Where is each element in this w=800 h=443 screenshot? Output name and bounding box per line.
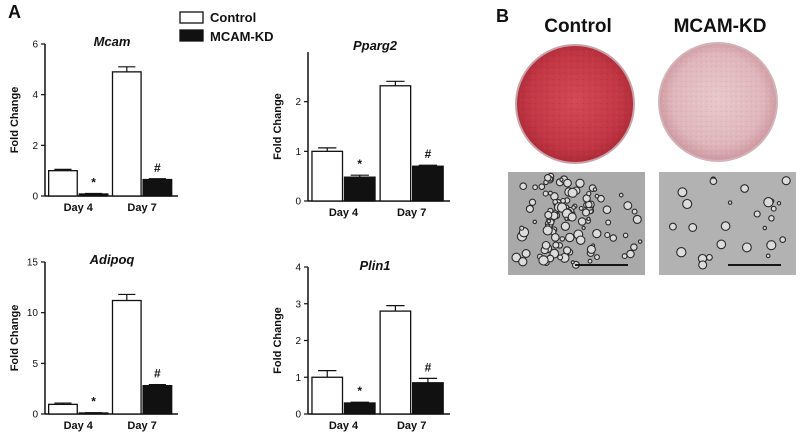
y-tick-label: 2 xyxy=(32,141,38,152)
dish-mcam-kd xyxy=(658,42,778,162)
y-tick-label: 0 xyxy=(32,192,38,203)
y-tick-label: 0 xyxy=(32,410,38,421)
y-tick-label: 2 xyxy=(295,336,301,347)
significance-mark: * xyxy=(91,395,96,409)
y-tick-label: 1 xyxy=(295,147,301,158)
bar-control xyxy=(48,403,78,415)
y-tick-label: 2 xyxy=(295,97,301,108)
micrograph-control xyxy=(508,172,645,275)
bar-control xyxy=(311,376,344,415)
significance-mark: * xyxy=(357,157,362,171)
y-tick-label: 5 xyxy=(32,359,38,370)
significance-mark: # xyxy=(154,161,161,175)
x-tick-label: Day 7 xyxy=(127,420,156,432)
micrograph-mcam-kd xyxy=(659,172,796,275)
y-tick-label: 0 xyxy=(295,410,301,421)
legend-kd-swatch xyxy=(179,29,204,42)
x-tick-label: Day 4 xyxy=(329,207,359,219)
chart-plin1: 0 1 2 3 4 Plin1 Fold Change Day 4 * Day 7 # xyxy=(272,258,450,432)
bar-control xyxy=(48,170,78,197)
bar-control xyxy=(111,299,142,415)
y-tick-label: 0 xyxy=(295,197,301,208)
bar-control xyxy=(379,310,412,415)
y-axis-label: Fold Change xyxy=(9,305,21,372)
bar-control xyxy=(379,85,412,202)
y-axis-label: Fold Change xyxy=(272,93,284,160)
y-tick-label: 3 xyxy=(295,299,301,310)
bar-control xyxy=(111,71,142,197)
significance-mark: * xyxy=(357,384,362,398)
y-axis-label: Fold Change xyxy=(272,307,284,374)
legend-control-label: Control xyxy=(210,10,256,25)
x-tick-label: Day 7 xyxy=(397,420,426,432)
chart-pparg2: 0 1 2 Pparg2 Fold Change Day 4 * Day 7 # xyxy=(272,38,450,219)
chart-title: Pparg2 xyxy=(353,38,398,53)
y-tick-label: 15 xyxy=(27,258,39,269)
panel-a-letter: A xyxy=(8,2,21,22)
significance-mark: # xyxy=(425,360,432,374)
chart-adipoq: 0 5 10 15 Adipoq Fold Change Day 4 * Day 7 # xyxy=(9,252,178,432)
bar-control xyxy=(311,150,344,202)
staining-panel: Control MCAM-KD xyxy=(508,16,796,275)
staining-title-control: Control xyxy=(544,16,612,37)
bar-mcam-kd xyxy=(412,165,444,202)
panel-b-letter: B xyxy=(496,6,509,26)
y-tick-label: 1 xyxy=(295,373,301,384)
bar-mcam-kd xyxy=(343,176,376,202)
y-axis-label: Fold Change xyxy=(9,87,21,154)
bar-mcam-kd xyxy=(142,178,173,197)
y-tick-label: 4 xyxy=(295,263,301,274)
x-tick-label: Day 7 xyxy=(397,207,426,219)
bar-mcam-kd xyxy=(343,402,376,415)
legend: Control MCAM-KD xyxy=(179,10,274,44)
chart-title: Plin1 xyxy=(359,258,390,273)
y-tick-label: 6 xyxy=(32,40,38,51)
x-tick-label: Day 7 xyxy=(127,202,156,214)
chart-title: Adipoq xyxy=(89,252,135,267)
x-tick-label: Day 4 xyxy=(64,420,94,432)
bar-mcam-kd xyxy=(412,382,444,415)
staining-title-kd: MCAM-KD xyxy=(674,16,767,37)
significance-mark: # xyxy=(154,367,161,381)
chart-mcam: 0 2 4 6 Mcam Fold Change Day 4 * Day 7 # xyxy=(9,34,178,214)
y-tick-label: 10 xyxy=(27,308,39,319)
y-tick-label: 4 xyxy=(32,90,38,101)
x-tick-label: Day 4 xyxy=(329,420,359,432)
x-tick-label: Day 4 xyxy=(64,202,94,214)
dish-control xyxy=(515,44,635,164)
legend-control-swatch xyxy=(179,11,204,24)
bar-mcam-kd xyxy=(78,193,109,197)
chart-title: Mcam xyxy=(94,34,131,49)
bar-mcam-kd xyxy=(142,384,173,415)
charts: 0 2 4 6 Mcam Fold Change Day 4 * Day 7 #0 1 2 Pparg2… xyxy=(9,34,450,432)
legend-kd-label: MCAM-KD xyxy=(210,29,274,44)
significance-mark: # xyxy=(425,147,432,161)
significance-mark: * xyxy=(91,175,96,189)
